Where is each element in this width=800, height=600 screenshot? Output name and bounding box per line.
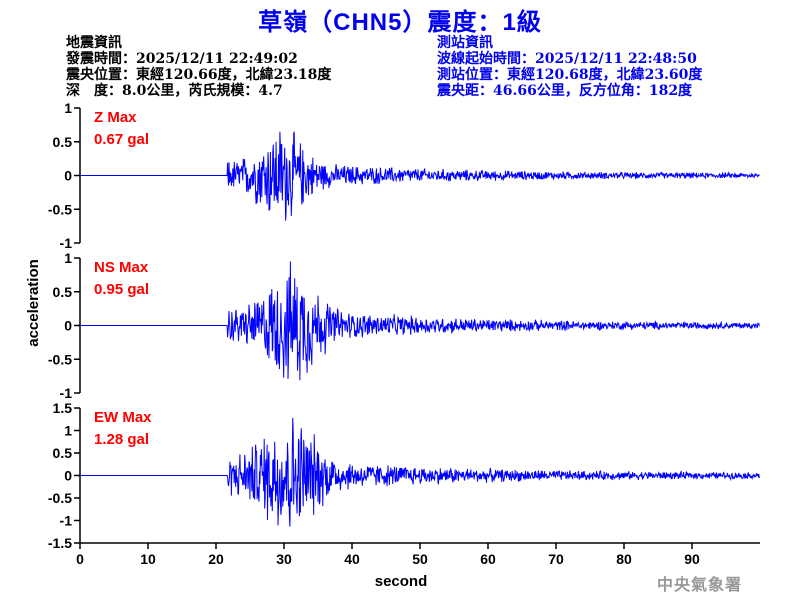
y-tick-label: -1 <box>60 235 73 251</box>
y-tick-label: 1 <box>64 100 72 116</box>
wave-start-time: 波線起始時間：2025/12/11 22:48:50 <box>437 51 697 67</box>
y-tick-label: 0 <box>64 168 72 184</box>
y-tick-label: 0 <box>64 468 72 484</box>
x-tick-label: 70 <box>548 551 564 567</box>
max-value: 0.95 gal <box>94 281 149 298</box>
x-tick-label: 90 <box>684 551 700 567</box>
x-axis: 0 10 20 30 40 50 60 70 80 90 <box>76 542 760 567</box>
epicentral-distance: 震央距：46.66公里，反方位角：182度 <box>437 83 693 99</box>
y-tick-label: -0.5 <box>48 351 72 367</box>
max-label: EW Max <box>94 409 152 426</box>
y-tick-label: -1 <box>60 385 73 401</box>
panel-ns: 1 0.5 0 -0.5 -1 NS Max 0.95 gal <box>48 250 760 401</box>
x-tick-label: 40 <box>344 551 360 567</box>
y-axis-label: acceleration <box>25 259 42 347</box>
chart-title: 草嶺（CHN5）震度：1級 <box>258 9 542 36</box>
x-tick-label: 20 <box>208 551 224 567</box>
y-tick-label: 1 <box>64 423 72 439</box>
panel-z: 1 0.5 0 -0.5 -1 Z Max 0.67 gal <box>48 100 760 251</box>
max-value: 0.67 gal <box>94 131 149 148</box>
origin-time: 發震時間：2025/12/11 22:49:02 <box>66 51 298 67</box>
y-tick-label: -0.5 <box>48 490 72 506</box>
x-tick-label: 60 <box>480 551 496 567</box>
x-tick-label: 50 <box>412 551 428 567</box>
station-info-heading: 測站資訊 <box>437 35 493 51</box>
y-tick-label: -1 <box>60 513 73 529</box>
max-value: 1.28 gal <box>94 431 149 448</box>
waveform-ns <box>80 261 760 381</box>
y-tick-label: 1 <box>64 250 72 266</box>
y-tick-label: 0.5 <box>53 284 73 300</box>
quake-info: 地震資訊 發震時間：2025/12/11 22:49:02 震央位置：東經120… <box>66 35 331 99</box>
depth-magnitude: 深 度：8.0公里，芮氏規模：4.7 <box>66 83 283 99</box>
y-tick-label: -0.5 <box>48 201 72 217</box>
station-info: 測站資訊 波線起始時間：2025/12/11 22:48:50 測站位置：東經1… <box>437 35 702 99</box>
watermark: 中央氣象署 <box>657 575 743 594</box>
station-location: 測站位置：東經120.68度，北緯23.60度 <box>437 67 703 83</box>
quake-info-heading: 地震資訊 <box>66 35 122 51</box>
waveform-ew <box>80 417 760 527</box>
y-tick-label: -1.5 <box>48 535 72 551</box>
y-tick-label: 0.5 <box>53 134 73 150</box>
x-tick-label: 30 <box>276 551 292 567</box>
y-tick-label: 0 <box>64 318 72 334</box>
y-tick-label: 0.5 <box>53 445 73 461</box>
y-tick-label: 1.5 <box>53 400 73 416</box>
epicenter: 震央位置：東經120.66度，北緯23.18度 <box>66 67 332 83</box>
max-label: NS Max <box>94 259 149 276</box>
x-tick-label: 80 <box>616 551 632 567</box>
waveform-z <box>80 131 760 221</box>
panel-ew: 1.5 1 0.5 0 -0.5 -1 -1.5 EW Max 1.28 gal <box>48 400 760 551</box>
x-tick-label: 0 <box>76 551 84 567</box>
max-label: Z Max <box>94 109 137 126</box>
x-tick-label: 10 <box>140 551 156 567</box>
x-axis-label: second <box>375 573 428 590</box>
